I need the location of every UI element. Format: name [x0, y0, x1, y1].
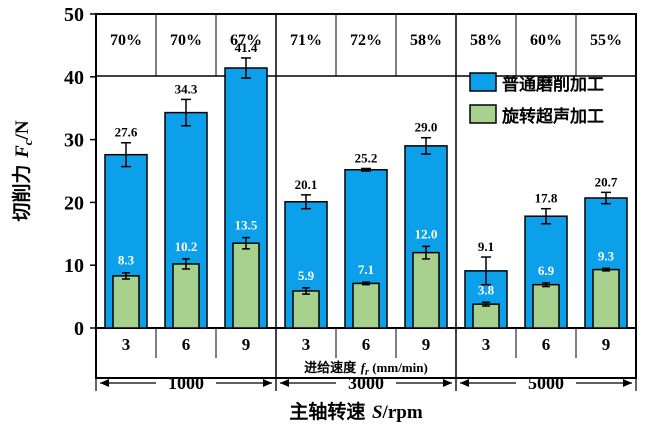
feed-tick-label: 6 — [362, 335, 371, 354]
feed-tick-label: 6 — [542, 335, 551, 354]
bar-ultrasonic — [472, 303, 500, 329]
value-label-ultrasonic: 5.9 — [298, 268, 315, 283]
reduction-label: 55% — [590, 32, 622, 49]
right-arrow-icon — [443, 379, 452, 387]
legend-swatch — [469, 72, 497, 92]
y-tick-label: 40 — [64, 67, 84, 89]
speed-group-label: 3000 — [348, 373, 384, 393]
bar-ultrasonic — [292, 290, 320, 329]
reduction-label: 71% — [290, 32, 322, 49]
value-label-conventional: 25.2 — [355, 150, 378, 165]
left-arrow-icon — [280, 379, 289, 387]
legend-label: 旋转超声加工 — [501, 106, 604, 127]
right-arrow-icon — [263, 379, 272, 387]
value-label-conventional: 29.0 — [415, 120, 438, 135]
legend-swatch — [469, 104, 497, 124]
value-label-conventional: 20.7 — [595, 174, 618, 189]
feed-axis-label: 进给速度 fr (mm/min) — [304, 360, 428, 378]
left-arrow-icon — [100, 379, 109, 387]
reduction-label: 70% — [170, 32, 202, 49]
bar-ultrasonic — [412, 251, 440, 329]
feed-tick-label: 9 — [422, 335, 431, 354]
legend-label: 普通磨削加工 — [502, 74, 604, 95]
value-label-conventional: 27.6 — [115, 125, 138, 140]
value-label-ultrasonic: 7.1 — [358, 262, 374, 277]
feed-tick-label: 3 — [482, 335, 491, 354]
feed-tick-label: 9 — [602, 335, 611, 354]
reduction-label: 72% — [350, 32, 382, 49]
value-label-conventional: 20.1 — [295, 177, 318, 192]
value-label-ultrasonic: 13.5 — [235, 218, 258, 233]
value-label-ultrasonic: 8.3 — [118, 253, 135, 268]
feed-tick-label: 9 — [242, 335, 251, 354]
value-label-ultrasonic: 10.2 — [175, 239, 198, 254]
y-tick-label: 20 — [64, 192, 84, 214]
value-label-conventional: 9.1 — [478, 239, 494, 254]
bar-ultrasonic — [592, 268, 620, 329]
value-label-ultrasonic: 6.9 — [538, 263, 555, 278]
speed-group-label: 1000 — [168, 373, 204, 393]
bar-ultrasonic — [172, 263, 200, 329]
feed-tick-label: 3 — [302, 335, 311, 354]
value-label-conventional: 17.8 — [535, 191, 558, 206]
y-tick-label: 30 — [64, 130, 84, 152]
x-axis-label: 主轴转速 S/rpm — [289, 400, 422, 423]
bar-ultrasonic — [112, 275, 140, 329]
bar-ultrasonic — [352, 282, 380, 329]
speed-group-label: 5000 — [528, 373, 564, 393]
bar-ultrasonic — [532, 283, 560, 329]
feed-tick-label: 3 — [122, 335, 131, 354]
y-tick-label: 50 — [64, 4, 84, 26]
value-label-conventional: 34.3 — [175, 81, 198, 96]
right-arrow-icon — [623, 379, 632, 387]
y-axis-label: 切削力 Fc/N — [10, 120, 35, 221]
value-label-ultrasonic: 9.3 — [598, 248, 615, 263]
feed-tick-label: 6 — [182, 335, 191, 354]
reduction-label: 67% — [230, 32, 262, 49]
reduction-label: 60% — [530, 32, 562, 49]
reduction-label: 58% — [410, 32, 442, 49]
value-label-conventional: 41.4 — [235, 40, 258, 55]
y-tick-label: 0 — [74, 318, 84, 340]
reduction-label: 70% — [110, 32, 142, 49]
value-label-ultrasonic: 12.0 — [415, 226, 438, 241]
bar-ultrasonic — [232, 242, 260, 329]
left-arrow-icon — [460, 379, 469, 387]
y-tick-label: 10 — [64, 255, 84, 277]
reduction-label: 58% — [470, 32, 502, 49]
value-label-ultrasonic: 3.8 — [478, 282, 495, 297]
